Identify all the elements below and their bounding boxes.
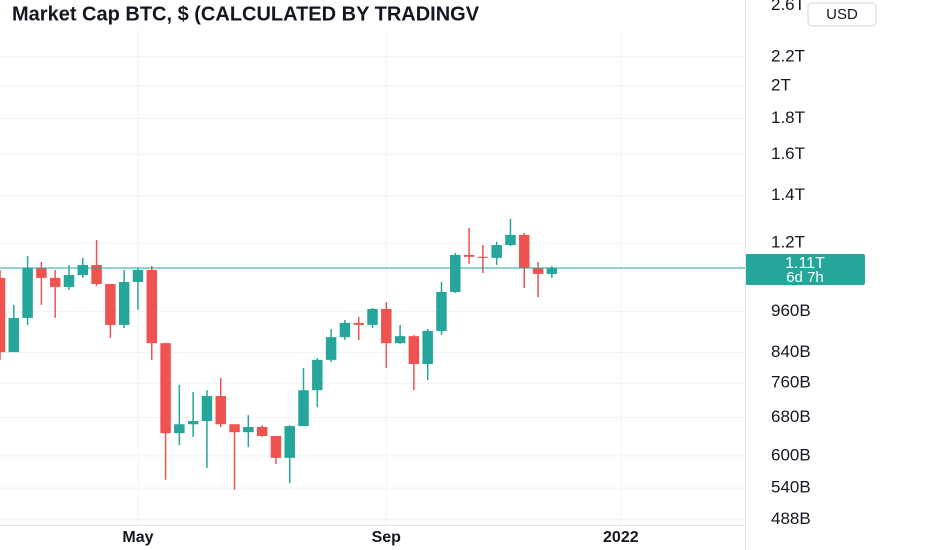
candle-body xyxy=(339,322,351,338)
currency-button-label[interactable]: USD xyxy=(826,6,858,23)
candle-body xyxy=(77,264,89,276)
y-tick-label: 1.2T xyxy=(771,232,805,251)
candle-body xyxy=(201,396,213,422)
candle-body xyxy=(118,281,130,325)
candle-body xyxy=(215,396,226,425)
candle-body xyxy=(367,308,378,325)
y-tick-label: 680B xyxy=(771,407,811,426)
candle-body xyxy=(532,268,544,274)
candle-body xyxy=(381,308,392,344)
title-backdrop xyxy=(0,0,745,30)
candle-body xyxy=(132,269,144,282)
y-tick-label: 2.2T xyxy=(771,46,805,65)
y-tick-label: 2T xyxy=(771,76,791,95)
candle-body xyxy=(284,426,295,458)
candle-body xyxy=(394,336,406,344)
candle-body xyxy=(256,427,268,437)
candle-body xyxy=(477,256,489,258)
y-tick-label: 540B xyxy=(771,478,811,497)
y-tick-label: 2.6T xyxy=(771,0,805,14)
candle-body xyxy=(463,254,475,257)
last-price-box xyxy=(745,254,865,286)
chart-title: Market Cap BTC, $ (CALCULATED BY TRADING… xyxy=(12,3,480,25)
candle-body xyxy=(36,268,47,278)
candle-body xyxy=(422,330,433,365)
candle-body xyxy=(160,343,171,434)
candle-body xyxy=(312,359,323,391)
candle-body xyxy=(408,336,420,365)
candle-body xyxy=(270,436,282,458)
candle-body xyxy=(491,245,502,258)
candle-body xyxy=(63,275,75,287)
candle-body xyxy=(546,268,558,274)
candle-body xyxy=(105,283,116,325)
x-tick-label: May xyxy=(122,529,153,546)
y-tick-label: 600B xyxy=(771,445,811,464)
grid: 2.6T 2.2T 2T 1.8T 1.6T 1.4T 1.2T 960B 840B 760B 68… xyxy=(0,0,811,546)
candle-body xyxy=(187,421,199,425)
candle-body xyxy=(229,424,240,433)
candles xyxy=(0,218,558,490)
x-tick-label: 2022 xyxy=(603,529,639,546)
y-tick-label: 840B xyxy=(771,342,811,361)
candle-body xyxy=(353,322,364,325)
candle-body xyxy=(91,264,102,284)
candle-body xyxy=(0,277,6,353)
y-tick-label: 488B xyxy=(771,509,811,528)
y-tick-label: 1.4T xyxy=(771,185,805,204)
y-tick-label: 1.6T xyxy=(771,144,805,163)
candle-body xyxy=(505,234,516,246)
candle-body xyxy=(49,277,61,287)
candle-body xyxy=(8,317,20,353)
y-tick-label: 760B xyxy=(771,373,811,392)
candle-body xyxy=(174,424,185,434)
bar-countdown: 6d 7h xyxy=(786,269,824,286)
candle-body xyxy=(519,234,530,269)
candle-body xyxy=(436,291,447,331)
candle-body xyxy=(22,268,33,318)
currency-button[interactable] xyxy=(807,2,877,27)
last-price-label: 1.11T xyxy=(785,255,825,272)
x-tick-label: Sep xyxy=(372,529,402,546)
y-tick-label: 1.8T xyxy=(771,108,805,127)
candle-body xyxy=(298,390,309,427)
candle-body xyxy=(325,337,337,360)
candle-body xyxy=(146,269,158,344)
candle-body xyxy=(450,254,461,292)
y-tick-label: 960B xyxy=(771,301,811,320)
candle-body xyxy=(243,427,254,433)
